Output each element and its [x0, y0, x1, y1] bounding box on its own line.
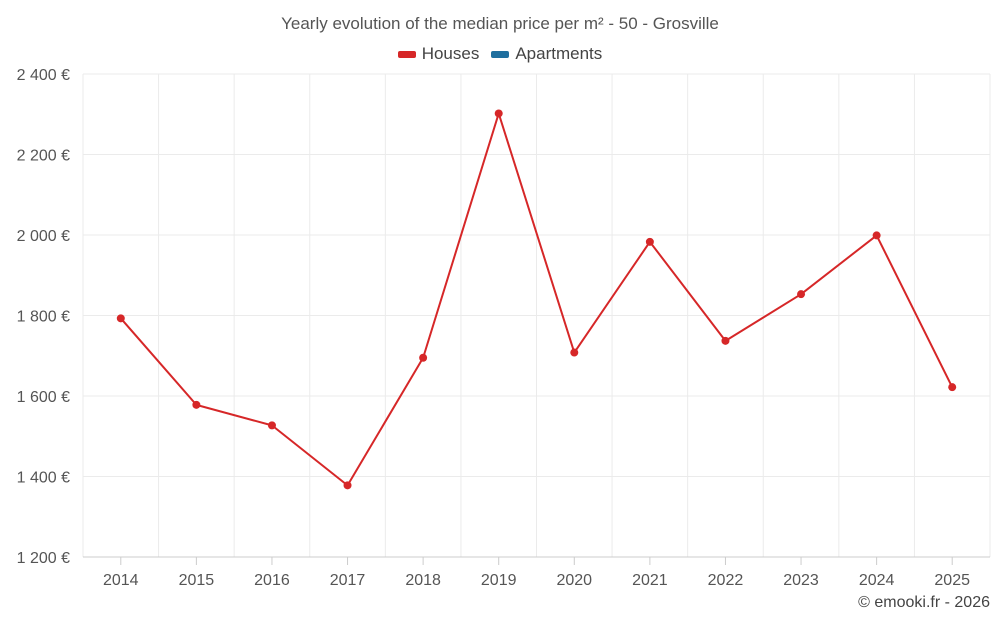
legend-label-apartments: Apartments	[515, 44, 603, 63]
chart-title: Yearly evolution of the median price per…	[281, 14, 719, 33]
y-tick-label: 1 200 €	[17, 550, 70, 567]
x-tick-label: 2014	[103, 572, 139, 589]
x-tick-label: 2020	[556, 572, 592, 589]
x-tick-label: 2022	[708, 572, 744, 589]
data-point-houses[interactable]	[116, 314, 125, 323]
data-point-houses[interactable]	[343, 481, 352, 490]
data-point-houses[interactable]	[872, 231, 881, 240]
data-point-houses[interactable]	[494, 109, 503, 118]
legend-swatch-houses	[397, 50, 416, 58]
x-tick-label: 2024	[859, 572, 895, 589]
y-tick-label: 2 400 €	[17, 67, 70, 84]
legend-item-houses[interactable]: Houses	[397, 44, 480, 64]
y-tick-label: 1 600 €	[17, 389, 70, 406]
series-line-houses	[120, 112, 954, 487]
y-tick-label: 1 800 €	[17, 309, 70, 326]
x-tick-label: 2021	[632, 572, 668, 589]
legend-label-houses: Houses	[421, 44, 480, 63]
data-point-houses[interactable]	[645, 237, 654, 246]
data-point-houses[interactable]	[721, 336, 730, 345]
data-point-houses[interactable]	[948, 383, 957, 392]
y-tick-label: 2 000 €	[17, 228, 70, 245]
data-point-houses[interactable]	[419, 353, 428, 362]
x-tick-label: 2018	[405, 572, 441, 589]
x-tick-label: 2017	[330, 572, 366, 589]
data-point-houses[interactable]	[267, 421, 276, 430]
x-tick-label: 2019	[481, 572, 517, 589]
x-tick-label: 2016	[254, 572, 290, 589]
y-tick-label: 2 200 €	[17, 148, 70, 165]
data-point-houses[interactable]	[570, 348, 579, 357]
x-tick-label: 2025	[934, 572, 970, 589]
x-tick-label: 2023	[783, 572, 819, 589]
legend: Houses Apartments	[0, 44, 1000, 64]
legend-swatch-apartments	[491, 50, 510, 58]
x-tick-label: 2015	[179, 572, 215, 589]
legend-item-apartments[interactable]: Apartments	[491, 44, 602, 64]
credit-text: © emooki.fr - 2026	[858, 594, 990, 611]
data-point-houses[interactable]	[192, 400, 201, 409]
data-point-houses[interactable]	[797, 290, 806, 299]
y-tick-label: 1 400 €	[17, 470, 70, 487]
